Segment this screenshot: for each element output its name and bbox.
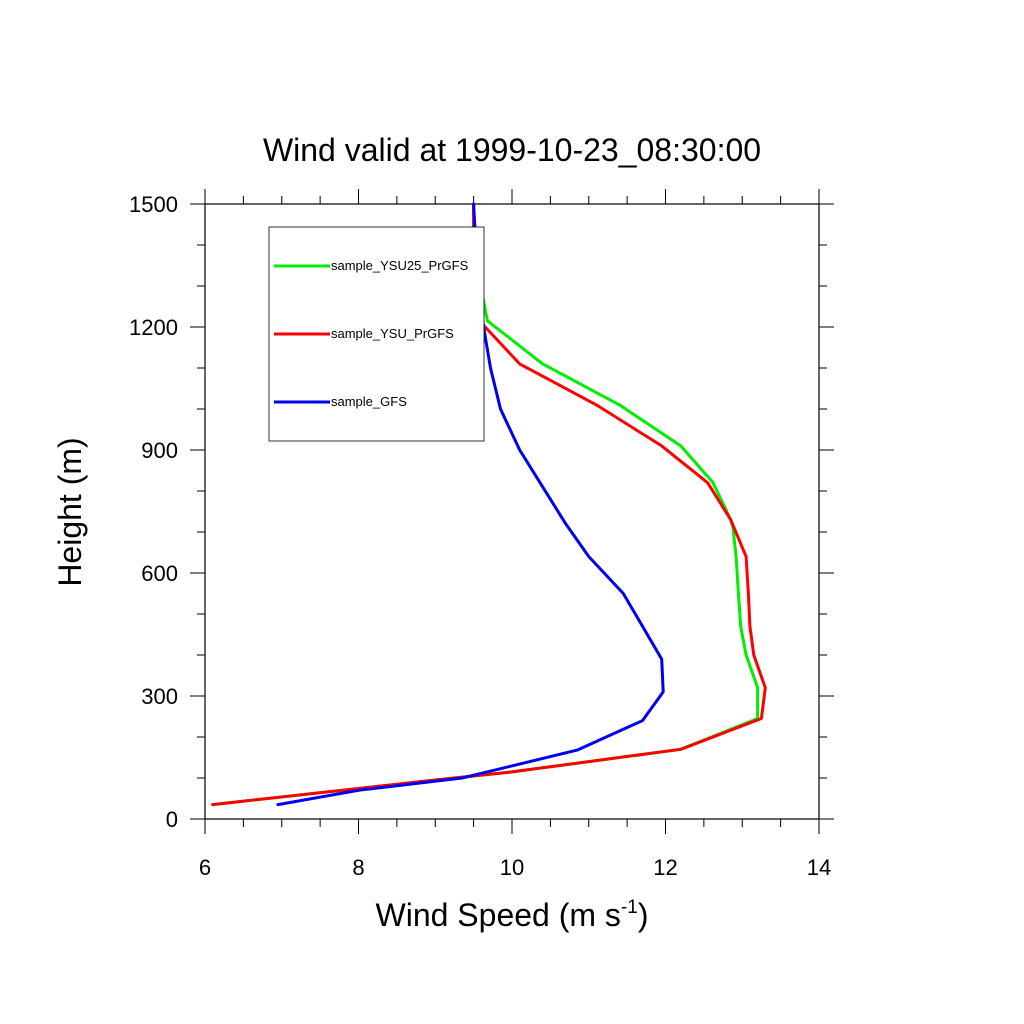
axis-ticks (190, 189, 834, 834)
y-tick-label: 900 (141, 438, 178, 463)
x-tick-label: 6 (199, 855, 211, 880)
x-tick-label: 12 (653, 855, 677, 880)
x-tick-label: 14 (807, 855, 831, 880)
x-tick-label: 10 (500, 855, 524, 880)
y-tick-label: 1500 (129, 192, 178, 217)
legend-label-sample_GFS: sample_GFS (331, 394, 407, 409)
y-tick-label: 300 (141, 684, 178, 709)
legend: sample_YSU25_PrGFS sample_YSU_PrGFSsample… (268, 226, 485, 442)
x-axis-title-superscript: -1 (621, 897, 638, 918)
y-axis-title: Height (m) (52, 437, 88, 586)
y-tick-label: 1200 (129, 315, 178, 340)
tick-labels: 6 8 10 12 14 0 300 600 900 1200 1500 (129, 192, 831, 880)
y-tick-label: 600 (141, 561, 178, 586)
x-axis-title-close: ) (638, 897, 649, 933)
chart-title: Wind valid at 1999-10-23_08:30:00 (263, 132, 761, 168)
legend-label-sample_YSU_PrGFS: sample_YSU_PrGFS (331, 326, 454, 341)
legend-box (268, 226, 485, 442)
x-axis-title: Wind Speed (m s-1) (376, 897, 649, 933)
y-tick-label: 0 (166, 807, 178, 832)
x-axis-title-main: Wind Speed (m s (376, 897, 621, 933)
legend-label-sample_YSU25_PrGFS: sample_YSU25_PrGFS (331, 258, 469, 273)
x-tick-label: 8 (352, 855, 364, 880)
